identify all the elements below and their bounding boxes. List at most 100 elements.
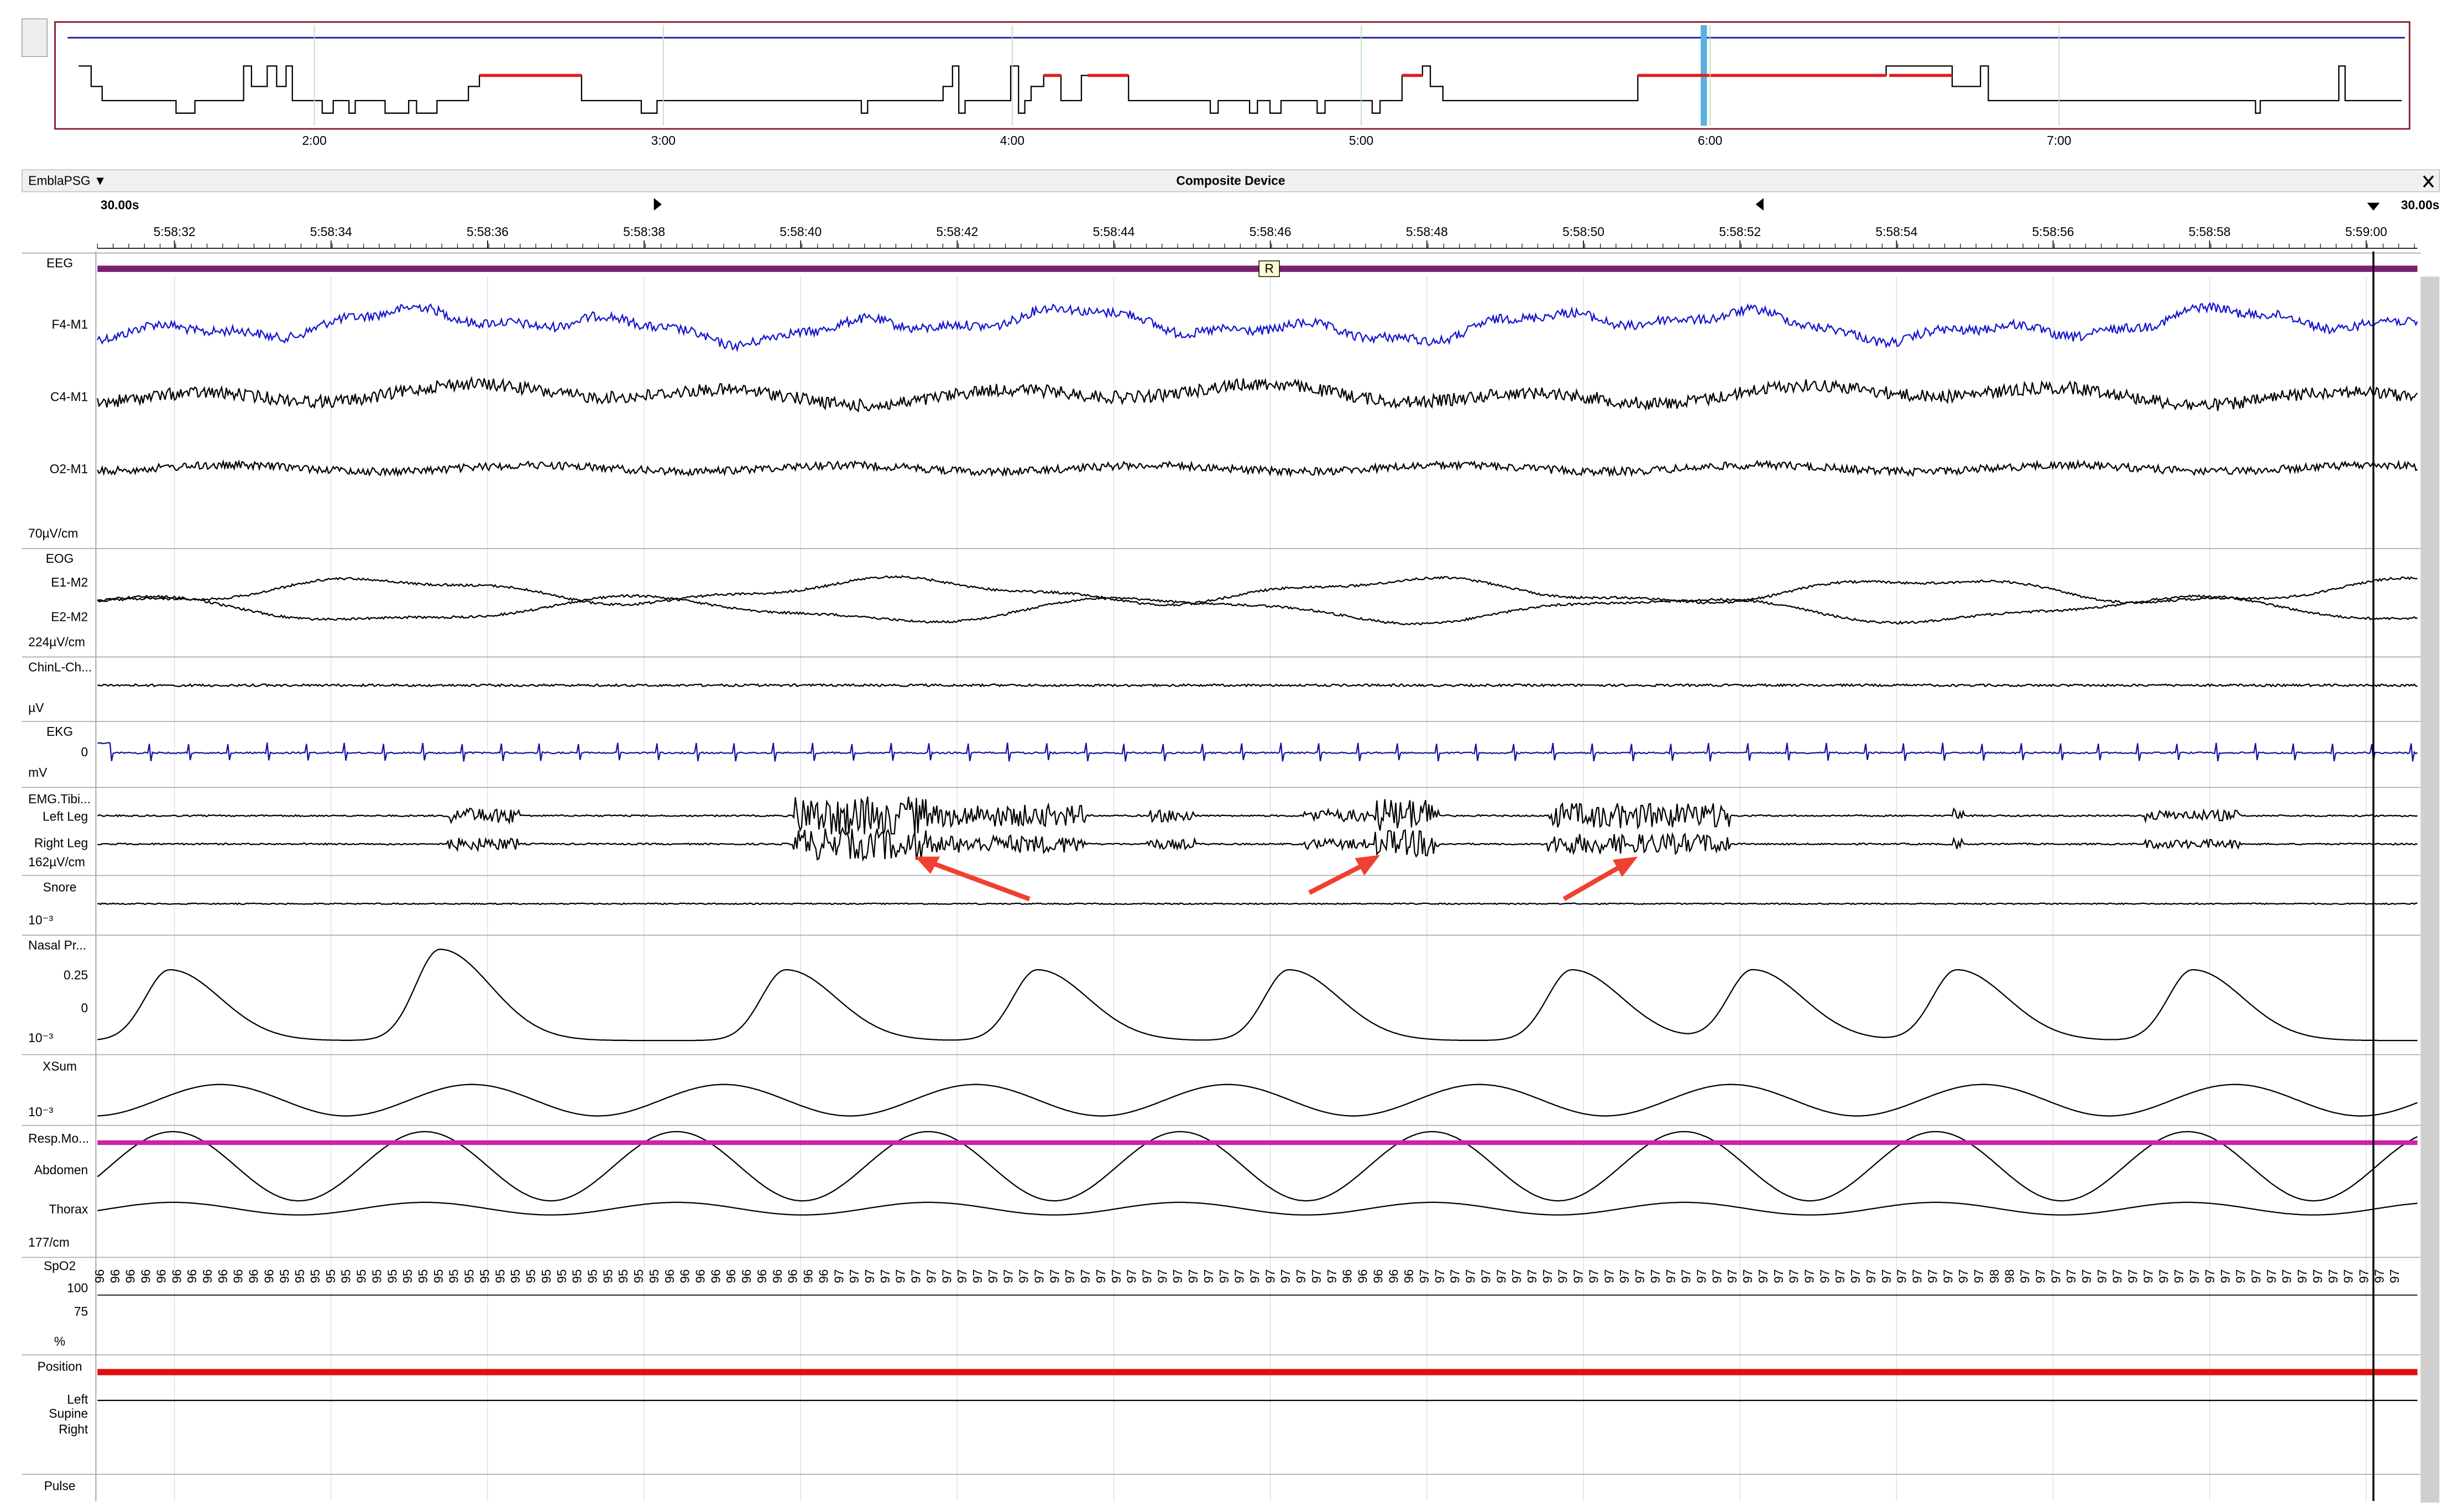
window-left: 30.00s — [101, 197, 139, 212]
spo2-reading: 97 — [2295, 1269, 2309, 1283]
spo2-reading: 97 — [1432, 1269, 1447, 1283]
channel-label: 100 — [67, 1280, 88, 1295]
f4-m1 — [97, 301, 2418, 353]
spo2-reading: 95 — [369, 1269, 384, 1283]
ruler-time: 5:58:54 — [1875, 224, 1917, 239]
ruler-time: 5:58:52 — [1719, 224, 1761, 239]
spo2-reading: 97 — [2141, 1269, 2155, 1283]
spo2-reading: 95 — [631, 1269, 646, 1283]
spo2-reading: 97 — [1325, 1269, 1339, 1283]
spo2-reading: 95 — [277, 1269, 291, 1283]
channel-label: 177/cm — [28, 1235, 70, 1249]
e1-m2 — [97, 575, 2418, 607]
abdomen — [97, 1131, 2418, 1202]
spo2-reading: 97 — [2357, 1269, 2371, 1283]
spo2-reading: 97 — [909, 1269, 923, 1283]
spo2-reading: 96 — [139, 1269, 153, 1283]
spo2-reading: 96 — [786, 1269, 800, 1283]
spo2-reading: 97 — [955, 1269, 969, 1283]
channel-label: EMG.Tibi... — [28, 792, 91, 806]
spo2-reading: 97 — [1895, 1269, 1909, 1283]
spo2-reading: 96 — [1340, 1269, 1355, 1283]
spo2-reading: 97 — [1278, 1269, 1293, 1283]
ruler-time: 5:58:50 — [1562, 224, 1604, 239]
channel-label: Position — [38, 1359, 82, 1373]
spo2-reading: 97 — [1725, 1269, 1739, 1283]
spo2-reading: 95 — [570, 1269, 584, 1283]
channel-label: µV — [28, 700, 44, 715]
channel-label: EKG — [46, 724, 73, 739]
spo2-reading: 96 — [1371, 1269, 1385, 1283]
spo2-reading: 97 — [2033, 1269, 2047, 1283]
spo2-reading: 97 — [1925, 1269, 1939, 1283]
spo2-reading: 97 — [1694, 1269, 1708, 1283]
spo2-reading: 97 — [1125, 1269, 1139, 1283]
spo2-reading: 95 — [493, 1269, 507, 1283]
spo2-reading: 97 — [1047, 1269, 1062, 1283]
channel-label: Right Leg — [34, 836, 88, 850]
channel-label: 0.25 — [64, 968, 88, 982]
spo2-reading: 95 — [292, 1269, 307, 1283]
close-button[interactable] — [2423, 175, 2434, 188]
ruler-time: 5:59:00 — [2345, 224, 2387, 239]
spo2-reading: 96 — [247, 1269, 261, 1283]
channel-label: C4-M1 — [50, 389, 88, 404]
spo2-reading: 97 — [1155, 1269, 1169, 1283]
channel-label: Thorax — [49, 1202, 88, 1216]
spo2-reading: 95 — [585, 1269, 599, 1283]
channel-label: O2-M1 — [50, 462, 88, 476]
spo2-reading: 97 — [1294, 1269, 1308, 1283]
spo2-reading: 97 — [2264, 1269, 2278, 1283]
spo2-reading: 96 — [739, 1269, 754, 1283]
spo2-reading: 96 — [200, 1269, 215, 1283]
channel-label: 0 — [81, 745, 88, 759]
spo2-reading: 97 — [1848, 1269, 1863, 1283]
overview-buttons[interactable] — [22, 18, 48, 57]
spo2-reading: 97 — [1217, 1269, 1231, 1283]
spo2-reading: 95 — [416, 1269, 430, 1283]
spo2-reading: 97 — [1972, 1269, 1986, 1283]
spo2-reading: 97 — [893, 1269, 908, 1283]
channel-label: XSum — [43, 1059, 77, 1073]
spo2-reading: 97 — [1417, 1269, 1431, 1283]
spo2-reading: 95 — [308, 1269, 322, 1283]
spo2-reading: 98 — [1987, 1269, 2001, 1283]
scrollbar[interactable] — [2420, 276, 2440, 1503]
spo2-reading: 97 — [2326, 1269, 2340, 1283]
spo2-reading: 97 — [1139, 1269, 1154, 1283]
channel-label: % — [54, 1334, 65, 1348]
spo2-reading: 97 — [2156, 1269, 2171, 1283]
spo2-reading: 97 — [2187, 1269, 2202, 1283]
spo2-reading: 97 — [1956, 1269, 1970, 1283]
spo2-reading: 97 — [1509, 1269, 1524, 1283]
channel-label: EOG — [46, 551, 74, 566]
spo2-reading: 97 — [878, 1269, 892, 1283]
spo2-reading: 97 — [1032, 1269, 1046, 1283]
spo2-reading: 96 — [770, 1269, 785, 1283]
channel-label: Supine — [49, 1406, 88, 1421]
overview-time: 3:00 — [651, 133, 676, 148]
device-menu[interactable]: EmblaPSG ▼ — [28, 173, 106, 187]
overview-time: 7:00 — [2047, 133, 2071, 148]
spo2-reading: 97 — [970, 1269, 985, 1283]
chin — [97, 683, 2418, 688]
spo2-reading: 95 — [539, 1269, 553, 1283]
xsum — [97, 1084, 2418, 1117]
spo2-reading: 97 — [1001, 1269, 1016, 1283]
spo2-reading: 97 — [1248, 1269, 1262, 1283]
spo2-reading: 97 — [2203, 1269, 2217, 1283]
spo2-reading: 97 — [1664, 1269, 1678, 1283]
spo2-reading: 95 — [447, 1269, 461, 1283]
spo2-reading: 97 — [1263, 1269, 1277, 1283]
spo2-reading: 97 — [1817, 1269, 1832, 1283]
channel-label: Left — [67, 1392, 88, 1406]
spo2-reading: 96 — [693, 1269, 708, 1283]
spo2-reading: 96 — [1356, 1269, 1370, 1283]
spo2-reading: 98 — [2003, 1269, 2017, 1283]
spo2-reading: 97 — [2341, 1269, 2356, 1283]
spo2-reading: 97 — [1771, 1269, 1786, 1283]
spo2-reading: 97 — [2079, 1269, 2094, 1283]
spo2-reading: 96 — [123, 1269, 138, 1283]
spo2-reading: 97 — [1879, 1269, 1894, 1283]
